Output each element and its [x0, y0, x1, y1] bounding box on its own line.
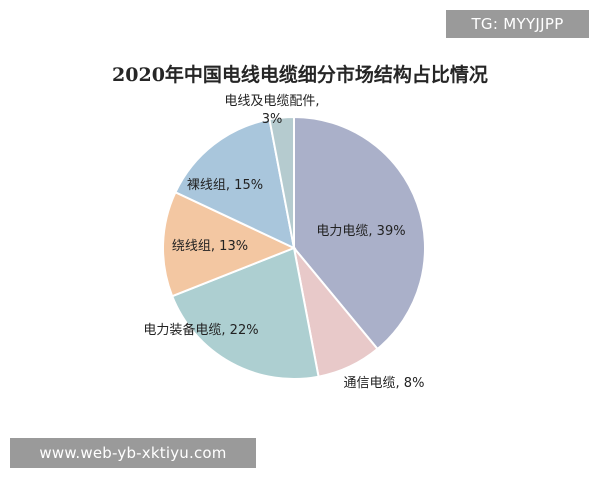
pie-slice-equipment-cable: [170, 246, 320, 380]
slice-label-power-cable: 电力电缆, 39%: [316, 223, 405, 239]
slice-label-winding-wire: 绕线组, 13%: [172, 239, 248, 254]
chart-title: 2020年中国电线电缆细分市场结构占比情况: [112, 63, 488, 86]
watermark-badge-top: TG: MYYJJPP: [446, 10, 589, 38]
slice-label-accessories-line-2: 3%: [262, 112, 283, 127]
pie-slice-bare-wire: [174, 118, 296, 250]
slice-label-equipment-cable: 电力装备电缆, 22%: [143, 322, 258, 338]
watermark-url-bottom: www.web-yb-xktiyu.com: [10, 438, 256, 468]
pie-slice-winding-wire: [162, 190, 297, 298]
slice-label-communication-cable: 通信电缆, 8%: [344, 375, 425, 391]
pie-slices: [162, 115, 426, 380]
slice-label-bare-wire: 裸线组, 15%: [187, 178, 263, 193]
slice-labels: 电力电缆, 39% 通信电缆, 8% 电力装备电缆, 22% 绕线组, 13% …: [143, 93, 424, 391]
pie-slice-accessories: [268, 115, 295, 249]
slice-label-accessories-line-1: 电线及电缆配件,: [224, 93, 319, 109]
pie-slice-power-cable: [293, 115, 426, 351]
